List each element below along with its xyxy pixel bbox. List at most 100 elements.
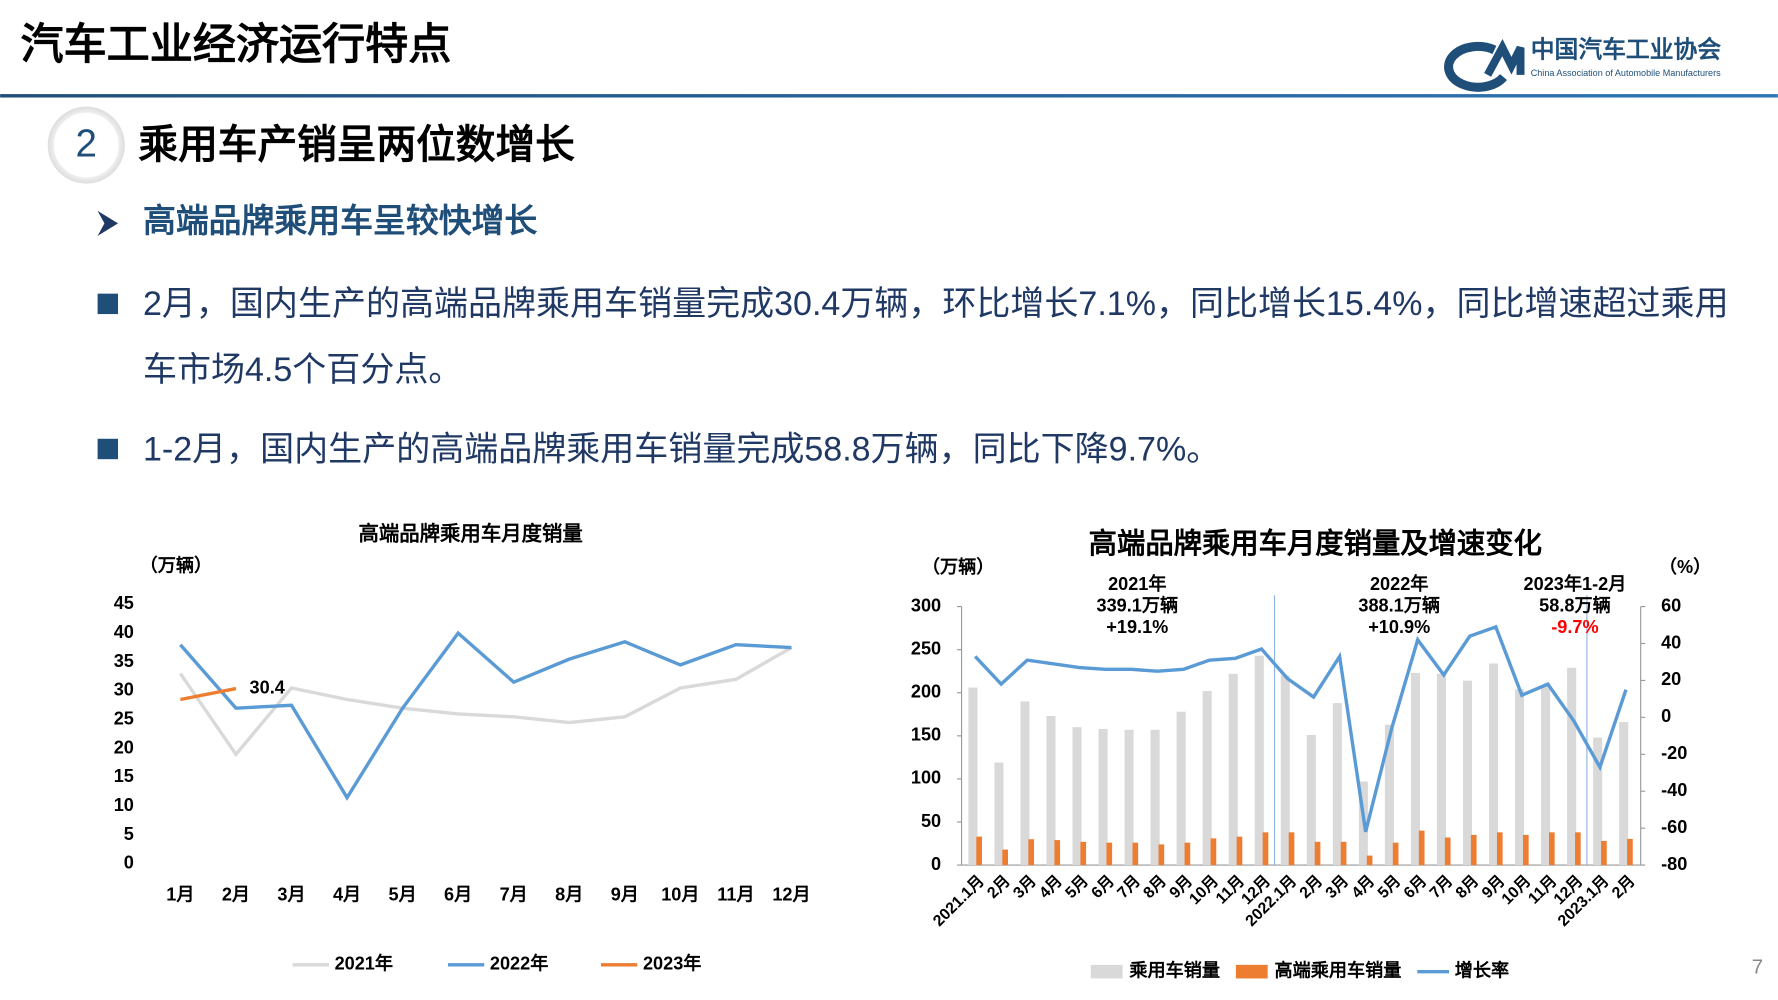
bar (1567, 667, 1577, 866)
x-tick-label: 8月 (1452, 872, 1482, 902)
y-tick-label: 35 (114, 651, 134, 671)
bar (1020, 701, 1030, 866)
bar (1619, 722, 1629, 866)
bar (1262, 832, 1269, 866)
y2-tick-label: 20 (1661, 669, 1681, 689)
x-tick-label: 6月 (1088, 872, 1118, 902)
bar (1314, 841, 1321, 866)
legend-label: 2023年 (643, 953, 701, 974)
legend-swatch (1090, 964, 1123, 979)
annotation-total: 339.1万辆 (1096, 594, 1178, 615)
chart-title: 高端品牌乘用车月度销量 (358, 522, 582, 546)
legend-label: 2022年 (490, 953, 548, 974)
bullet-square (97, 438, 119, 460)
legend-label: 增长率 (1455, 959, 1509, 980)
x-tick-label: 5月 (388, 884, 416, 904)
x-tick-label: 4月 (1348, 872, 1378, 902)
subheading: 高端品牌乘用车呈较快增长 (143, 202, 537, 239)
x-tick-label: 1月 (166, 884, 194, 904)
section-number: 2 (76, 122, 97, 165)
bar (1150, 729, 1160, 866)
y-tick-label: 0 (931, 854, 941, 874)
bar (1072, 727, 1082, 866)
bar (976, 836, 982, 866)
x-tick-label: 3月 (1322, 872, 1352, 902)
x-tick-label: 10月 (661, 884, 699, 904)
y2-tick-label: 0 (1661, 706, 1671, 726)
x-tick-label: 8月 (1140, 872, 1170, 902)
bar (1288, 832, 1295, 866)
bar (1384, 724, 1394, 866)
x-tick-label: 6月 (444, 884, 472, 904)
x-tick-label: 3月 (277, 884, 305, 904)
x-tick-label: 7月 (500, 884, 528, 904)
y-tick-label: 200 (911, 682, 941, 702)
annotation-growth: -9.7% (1551, 617, 1598, 637)
bar (1254, 655, 1264, 866)
bar (1470, 834, 1477, 866)
arrow-bullet (97, 210, 119, 236)
y-tick-label: 300 (911, 595, 941, 615)
bullet-text: 2月，国内生产的高端品牌乘用车销量完成30.4万辆，环比增长7.1%，同比增长1… (142, 285, 1729, 389)
bar (1080, 841, 1087, 866)
y2-tick-label: -40 (1661, 780, 1687, 800)
bar (1522, 834, 1529, 866)
x-tick-label: 5月 (1374, 872, 1404, 902)
bar (1549, 832, 1555, 866)
y-tick-label: 15 (114, 766, 134, 786)
bar (1410, 672, 1420, 866)
x-tick-label: 8月 (555, 884, 583, 904)
bar (1054, 840, 1061, 866)
bullet-text: 1-2月，国内生产的高端品牌乘用车销量完成58.8万辆，同比下降9.7%。 (142, 430, 1221, 469)
legend-label: 高端乘用车销量 (1274, 959, 1401, 980)
section-title: 乘用车产销呈两位数增长 (138, 123, 575, 167)
x-tick-label: 7月 (1114, 872, 1144, 902)
line (178, 646, 793, 758)
x-tick-label: 2021.1月 (930, 872, 988, 930)
bar (1392, 842, 1399, 866)
x-tick-label: 11月 (717, 884, 754, 904)
y-tick-label: 25 (114, 708, 134, 728)
bar (1124, 729, 1134, 866)
bar (994, 762, 1004, 866)
logo-mark (1444, 41, 1507, 92)
bullet-box: 2月，国内生产的高端品牌乘用车销量完成30.4万辆，环比增长7.1%，同比增长1… (142, 285, 1729, 389)
y-tick-label: 45 (114, 593, 134, 613)
x-tick-label: 7月 (1426, 872, 1456, 902)
chart-title: 高端品牌乘用车月度销量及增速变化 (1089, 527, 1542, 560)
x-tick-label: 10月 (1498, 872, 1534, 908)
line (180, 686, 237, 702)
page-number: 7 (1752, 957, 1763, 979)
y2-tick-label: -80 (1661, 854, 1687, 874)
annotation-title: 2022年 (1370, 573, 1428, 594)
annotation-growth: +10.9% (1368, 617, 1430, 637)
annotation-total: 388.1万辆 (1358, 594, 1440, 615)
x-tick-label: 2月 (1296, 872, 1326, 902)
bar (1601, 840, 1607, 866)
bar (1593, 737, 1603, 866)
y2-tick-label: 40 (1661, 632, 1681, 652)
bullet-box: 1-2月，国内生产的高端品牌乘用车销量完成58.8万辆，同比下降9.7%。 (142, 430, 1221, 469)
bar (1236, 836, 1243, 866)
x-tick-label: 4月 (1036, 872, 1066, 902)
x-tick-label: 6月 (1400, 872, 1430, 902)
logo-mark (1484, 39, 1525, 77)
bar (1418, 830, 1425, 866)
bar (1332, 703, 1342, 866)
bar (1366, 855, 1373, 866)
bar (1202, 691, 1212, 866)
section-badge-inner (52, 111, 120, 179)
y2-tick-label: 60 (1661, 595, 1681, 615)
x-tick-label: 9月 (611, 884, 639, 904)
y-tick-label: 10 (114, 795, 134, 815)
x-tick-label: 2月 (222, 884, 250, 904)
bar (1627, 838, 1633, 866)
y-axis-label: （万辆） (922, 556, 995, 577)
y-tick-label: 30 (114, 680, 134, 700)
y-tick-label: 250 (911, 638, 941, 658)
x-tick-label: 2月 (1608, 872, 1638, 902)
x-tick-label: 4月 (333, 884, 361, 904)
bar (1158, 844, 1165, 866)
